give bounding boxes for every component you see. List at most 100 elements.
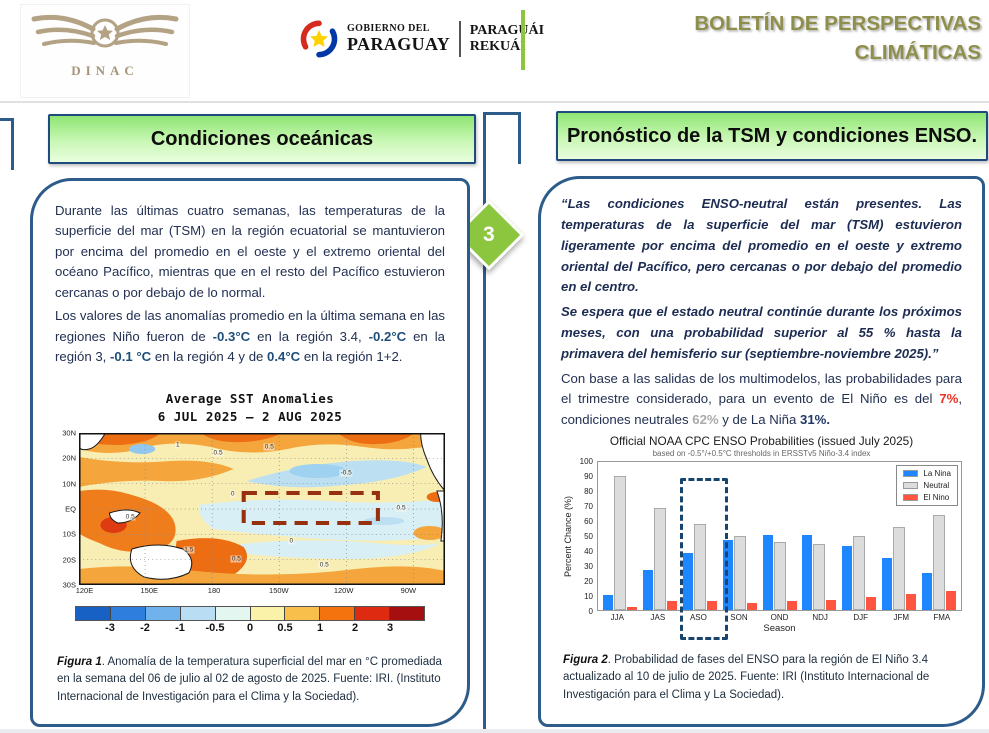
chart-y-tick: 70 xyxy=(584,501,593,511)
map-contour-label: 0 xyxy=(229,490,236,498)
colorbar-tick: 2 xyxy=(351,622,359,635)
colorbar-tick: 1 xyxy=(316,622,324,635)
map-lat-tick: 10S xyxy=(62,529,76,539)
legend-label: El Nino xyxy=(923,493,950,503)
paragraph-enso-quote-1: “Las condiciones ENSO-neutral están pres… xyxy=(561,196,962,295)
chart-x-tick: JJA xyxy=(610,613,624,623)
map-lat-tick: 30N xyxy=(62,428,76,438)
legend-swatch xyxy=(903,494,919,502)
bar-neutral-ASO xyxy=(693,524,706,611)
bar-neutral-NDJ xyxy=(813,543,826,611)
map-lat-tick: 10N xyxy=(62,479,76,489)
bar-la-nina-JAS xyxy=(642,569,653,611)
probability-neutral: 62% xyxy=(692,411,719,427)
map-lon-tick: 120W xyxy=(333,586,354,596)
bar-group-JFM xyxy=(879,462,919,611)
bar-la-nina-OND xyxy=(762,535,773,611)
figure2-caption: Figura 2. Probabilidad de fases del ENSO… xyxy=(563,654,930,701)
anomaly-value-nino34: -0.3°C xyxy=(212,328,251,344)
probability-el-nino: 7% xyxy=(939,391,959,407)
left-bracket-line xyxy=(11,118,14,170)
figure2-label: Figura 2 xyxy=(563,654,608,667)
chart-y-tick: 20 xyxy=(584,576,593,586)
bar-la-nina-DJF xyxy=(842,545,853,611)
map-contour-label: 0 xyxy=(288,537,295,545)
colorbar-tick: -2 xyxy=(140,622,150,635)
anomaly-value-nino12: 0.4°C xyxy=(267,349,301,365)
legend-swatch xyxy=(903,482,919,490)
bar-la-nina-FMA xyxy=(922,572,933,611)
enso-probability-chart: Official NOAA CPC ENSO Probabilities (is… xyxy=(561,434,962,641)
bar-la-nina-ASO xyxy=(682,553,693,611)
chart-y-tick: 80 xyxy=(584,486,593,496)
header-divider xyxy=(0,101,989,103)
colorbar-cell xyxy=(250,607,286,621)
map-lon-tick: 120E xyxy=(75,586,94,596)
gov-guarani-1: PARAGUÁI xyxy=(469,22,545,38)
sst-anomaly-map: 1 0.5 0.5 -0.5 0 0.5 0 0.5 1.5 0.5 0.5 xyxy=(79,433,445,586)
chart-x-tick: ASO xyxy=(689,613,707,623)
colorbar-cell xyxy=(215,607,251,621)
legend-label: La Nina xyxy=(923,469,951,479)
chart-x-tick: JFM xyxy=(893,613,909,623)
anomaly-value-nino3: -0.2°C xyxy=(368,328,407,344)
bar-neutral-JJA xyxy=(613,476,626,611)
colorbar-cell xyxy=(180,607,216,621)
map-lat-axis: 30N 20N 10N EQ 10S 20S 30S xyxy=(55,429,79,590)
figure-sst-map: Average SST Anomalies 6 JUL 2025 – 2 AUG… xyxy=(55,390,445,706)
colorbar-tick: -3 xyxy=(105,622,115,635)
anomaly-value-nino4: -0.1 °C xyxy=(110,349,152,365)
section-header-oceanic: Condiciones oceánicas xyxy=(48,114,476,164)
map-lon-tick: 150W xyxy=(269,586,289,596)
bar-group-NDJ xyxy=(799,462,839,611)
map-contour-label: 0.5 xyxy=(212,449,224,457)
probability-la-nina: 31%. xyxy=(800,411,831,427)
bar-el-nino-SON xyxy=(746,602,757,611)
bar-group-FMA xyxy=(919,462,959,611)
map-lat-tick: 20N xyxy=(62,453,76,463)
map-lon-tick: 150E xyxy=(140,586,159,596)
bar-el-nino-FMA xyxy=(946,590,957,611)
center-bracket-line xyxy=(518,112,521,164)
colorbar-cell xyxy=(145,607,181,621)
bar-neutral-SON xyxy=(733,536,746,611)
chart-y-tick: 30 xyxy=(584,561,593,571)
paragraph-probabilities: Con base a las salidas de los multimodel… xyxy=(561,370,962,427)
gov-logo-divider xyxy=(459,21,461,57)
paraguay-government-logo: GOBIERNO DEL PARAGUAY PARAGUÁI REKUÁI xyxy=(300,20,544,58)
dinac-label: DINAC xyxy=(71,63,139,78)
chart-x-tick: DJF xyxy=(853,613,868,623)
dinac-wings-icon xyxy=(31,14,179,48)
bar-la-nina-JFM xyxy=(882,557,893,611)
chart-legend: La Nina Neutral El Nino xyxy=(896,465,958,507)
colorbar-tick: 0.5 xyxy=(277,622,293,635)
chart-y-tick: 100 xyxy=(579,456,593,466)
bulletin-title-line1: BOLETÍN DE PERSPECTIVAS xyxy=(694,12,981,35)
chart-highlight-aso xyxy=(679,478,729,641)
bulletin-title: BOLETÍN DE PERSPECTIVAS CLIMÁTICAS xyxy=(521,10,981,70)
chart-plot-area: La Nina Neutral El Nino xyxy=(597,461,962,641)
figure1-caption: Figura 1. Anomalía de la temperatura sup… xyxy=(57,656,442,703)
chart-x-tick: JAS xyxy=(650,613,666,623)
map-title: Average SST Anomalies 6 JUL 2025 – 2 AUG… xyxy=(157,390,343,425)
bar-group-OND xyxy=(760,462,800,611)
bar-neutral-JFM xyxy=(893,527,906,611)
paragraph-sst-overview: Durante las últimas cuatro semanas, las … xyxy=(55,203,445,300)
map-lat-tick: 30S xyxy=(62,580,76,590)
chart-y-tick: 60 xyxy=(584,516,593,526)
chart-y-tick: 0 xyxy=(588,606,593,616)
gov-label-big: PARAGUAY xyxy=(347,33,451,54)
bar-el-nino-OND xyxy=(786,601,797,611)
chart-title: Official NOAA CPC ENSO Probabilities (is… xyxy=(609,434,914,449)
colorbar-tick: -1 xyxy=(175,622,185,635)
bar-el-nino-ASO xyxy=(706,601,717,611)
chart-x-tick: SON xyxy=(730,613,748,623)
map-contour-label: 1.5 xyxy=(183,546,195,554)
map-lat-tick: 20S xyxy=(62,555,76,565)
dinac-logo: DINAC xyxy=(20,4,190,98)
bar-group-DJF xyxy=(839,462,879,611)
chart-y-tick: 40 xyxy=(584,546,593,556)
legend-label: Neutral xyxy=(923,481,950,491)
bar-group-ASO xyxy=(680,462,720,611)
